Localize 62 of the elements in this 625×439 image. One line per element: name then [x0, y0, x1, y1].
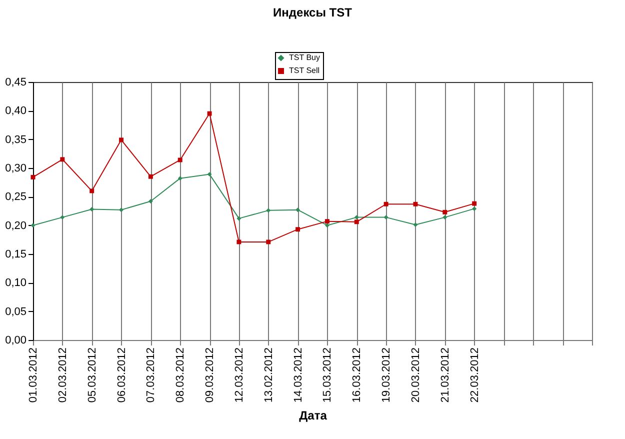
x-tick-label: 15.03.2012 — [322, 348, 334, 403]
y-tick-label: 0,35 — [5, 134, 26, 146]
point — [90, 207, 94, 212]
y-tick-label: 0,15 — [5, 248, 26, 260]
y-tick-label: 0,05 — [5, 306, 26, 318]
point — [178, 158, 182, 162]
point — [90, 188, 94, 194]
x-tick-label: 14.03.2012 — [292, 348, 304, 403]
point — [324, 223, 330, 228]
point — [30, 174, 36, 180]
x-tick-label: 12.03.2012 — [233, 348, 246, 403]
point — [266, 208, 271, 213]
x-tick-label: 07.03.2012 — [145, 348, 158, 403]
point — [60, 215, 65, 220]
point — [384, 202, 388, 206]
y-tick-label: 0,10 — [5, 277, 26, 290]
x-tick-label: 19.03.2012 — [380, 348, 393, 403]
point — [119, 208, 124, 212]
x-tick-label: 20.03.2012 — [410, 348, 422, 403]
y-tick-label: 0,45 — [5, 76, 26, 88]
legend-label: TST Sell — [289, 66, 320, 75]
x-tick-label: 16.03.2012 — [351, 348, 364, 403]
point — [442, 215, 448, 220]
point — [236, 240, 242, 244]
point — [148, 199, 153, 204]
point — [442, 210, 448, 214]
point — [119, 138, 124, 142]
y-tick-label: 0,30 — [5, 162, 26, 174]
y-tick-label: 0,25 — [5, 191, 26, 204]
chart-title: Индексы TST — [273, 6, 353, 20]
point — [472, 201, 477, 206]
x-tick-label: 09.03.2012 — [204, 348, 216, 403]
y-tick-label: 0,20 — [5, 220, 26, 232]
x-tick-label: 01.03.2012 — [28, 348, 40, 403]
x-tick-label: 21.03.2012 — [439, 348, 452, 403]
point — [148, 174, 153, 179]
point — [207, 172, 212, 177]
point — [178, 176, 182, 181]
y-tick-label: 0,40 — [5, 105, 26, 118]
point — [30, 223, 36, 228]
point — [60, 157, 65, 162]
point — [207, 111, 212, 116]
point — [413, 202, 418, 206]
point — [236, 216, 242, 221]
point — [384, 215, 388, 220]
y-tick-label: 0,00 — [5, 334, 26, 346]
legend-label: TST Buy — [289, 53, 320, 62]
x-tick-label: 02.03.2012 — [56, 348, 69, 403]
point — [472, 206, 477, 211]
point — [413, 222, 418, 227]
x-axis-title: Дата — [299, 408, 328, 423]
point — [296, 227, 300, 232]
x-tick-label: 05.03.2012 — [86, 348, 98, 403]
point — [354, 220, 359, 224]
point — [354, 215, 359, 220]
x-tick-label: 22.03.2012 — [468, 348, 481, 403]
x-tick-label: 08.03.2012 — [174, 348, 187, 403]
point — [296, 208, 300, 212]
x-tick-label: 13.02.2012 — [262, 348, 275, 403]
x-tick-label: 06.03.2012 — [116, 348, 128, 403]
point — [324, 219, 330, 224]
point — [266, 240, 271, 244]
